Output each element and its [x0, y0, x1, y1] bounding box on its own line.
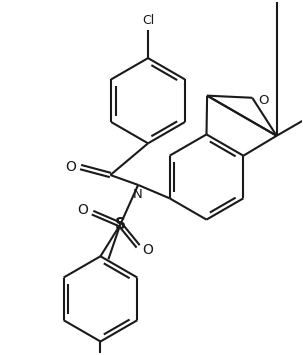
Text: O: O	[65, 160, 76, 174]
Text: O: O	[143, 243, 154, 257]
Text: N: N	[133, 188, 143, 201]
Text: O: O	[77, 203, 88, 217]
Text: S: S	[115, 217, 126, 232]
Text: Cl: Cl	[142, 15, 154, 27]
Text: O: O	[258, 94, 268, 107]
